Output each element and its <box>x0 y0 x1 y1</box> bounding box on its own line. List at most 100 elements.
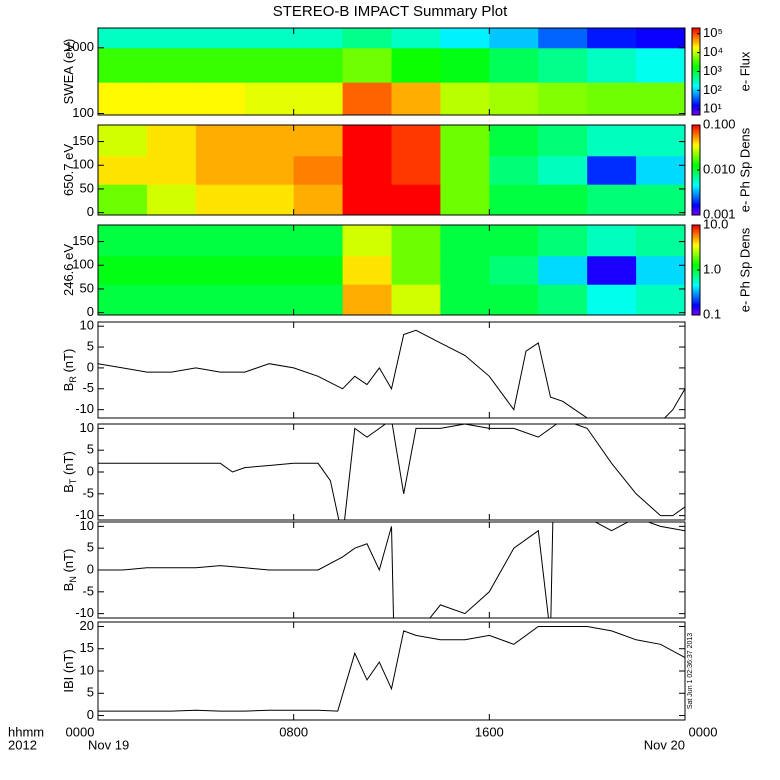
colorbar-segment <box>692 138 700 142</box>
colorbar-tick-label: 0.010 <box>703 161 736 176</box>
heatmap-cell <box>489 28 539 49</box>
colorbar-segment <box>692 185 700 189</box>
colorbar-segment <box>692 36 700 40</box>
heatmap-cell <box>293 155 344 185</box>
colorbar-tick-label: 1.0 <box>703 261 721 276</box>
heatmap-cell <box>489 184 539 216</box>
colorbar-segment <box>692 299 700 302</box>
timestamp: Sat Jun 1 02:36:37 2013 <box>687 633 694 709</box>
colorbar-segment <box>692 270 700 273</box>
panel-frame <box>97 124 686 216</box>
heatmap-cell <box>636 125 686 157</box>
heatmap-cell <box>244 28 295 49</box>
heatmap-cell <box>440 47 490 83</box>
y-tick-label: 150 <box>72 133 94 148</box>
colorbar-segment <box>692 80 700 83</box>
colorbar-segment <box>692 281 700 284</box>
colorbar-segment <box>692 279 700 282</box>
colorbar-segment <box>692 71 700 75</box>
colorbar-segment <box>692 41 700 44</box>
heatmap-cell <box>244 225 295 257</box>
data-line <box>98 522 685 618</box>
heatmap-cell <box>587 155 637 185</box>
colorbar-segment <box>692 183 700 187</box>
heatmap-cell <box>489 284 539 316</box>
heatmap-cell <box>489 255 539 285</box>
colorbar-segment <box>692 274 700 278</box>
panel-frame <box>97 621 686 721</box>
colorbar-segment <box>692 170 700 173</box>
colorbar-segment <box>692 73 700 77</box>
heatmap-cell <box>538 28 588 49</box>
plot-title: STEREO-B IMPACT Summary Plot <box>273 3 508 20</box>
colorbar-segment <box>692 292 700 296</box>
colorbar-segment <box>692 303 700 307</box>
colorbar-segment <box>692 158 700 162</box>
colorbar-segment <box>692 208 700 211</box>
y-tick-label: 50 <box>80 280 94 295</box>
colorbar-segment <box>692 129 700 133</box>
colorbar-segment <box>692 54 700 57</box>
y-axis-label: BR (nT) <box>61 349 78 392</box>
heatmap-cell <box>636 155 686 185</box>
heatmap-cell <box>244 155 295 185</box>
colorbar-segment <box>692 108 700 112</box>
data-line <box>98 424 685 520</box>
heatmap-cell <box>391 125 441 157</box>
colorbar-segment <box>692 294 700 298</box>
y-axis-label-main: 246.6 eV <box>61 244 76 296</box>
colorbar-segment <box>692 64 700 68</box>
y-tick-label: 100 <box>72 257 94 272</box>
x-tick-label: 1600 <box>475 724 504 739</box>
colorbar-segment <box>692 190 700 193</box>
heatmap-cell <box>391 28 441 49</box>
colorbar-segment <box>692 127 700 130</box>
colorbar-segment <box>692 297 700 300</box>
colorbar-segment <box>692 62 700 66</box>
colorbar-segment <box>692 254 700 257</box>
heatmap-cell <box>636 82 686 116</box>
heatmap-cell <box>636 255 686 285</box>
heatmap-cell <box>636 184 686 216</box>
y-axis-label-sub: T <box>68 478 78 484</box>
colorbar-segment <box>692 192 700 196</box>
y-axis-label-unit: (nT) <box>61 549 76 576</box>
colorbar-segment <box>692 245 700 248</box>
colorbar-segment <box>692 104 700 107</box>
colorbar-segment <box>692 179 700 182</box>
colorbar-segment <box>692 261 700 264</box>
colorbar-segment <box>692 38 700 42</box>
y-tick-label: 50 <box>80 180 94 195</box>
colorbar-segment <box>692 272 700 275</box>
colorbar-segment <box>692 194 700 198</box>
colorbar-segment <box>692 112 700 116</box>
heatmap-cell <box>538 155 588 185</box>
heatmap-cell <box>391 225 441 257</box>
colorbar-segment <box>692 161 700 164</box>
heatmap-cell <box>538 225 588 257</box>
heatmap-cell <box>98 28 148 49</box>
colorbar-segment <box>692 229 700 233</box>
y-tick-label: 1000 <box>65 39 94 54</box>
heatmap-cell <box>293 125 344 157</box>
colorbar-segment <box>692 140 700 144</box>
y-axis-label: IBI (nT) <box>61 649 76 692</box>
colorbar-segment <box>692 78 700 81</box>
heatmap-cell <box>146 225 197 257</box>
heatmap-cell <box>391 82 441 116</box>
y-axis-label: SWEA (eV) <box>61 39 76 105</box>
heatmap-cell <box>587 255 637 285</box>
heatmap-cell <box>587 28 637 49</box>
colorbar-segment <box>692 247 700 251</box>
colorbar-segment <box>692 283 700 287</box>
colorbar-segment <box>692 131 700 135</box>
y-tick-label: 5 <box>87 685 94 700</box>
colorbar-segment <box>692 101 700 105</box>
heatmap-cell <box>636 28 686 49</box>
colorbar-segment <box>692 290 700 293</box>
y-axis-label-unit: (nT) <box>61 451 76 478</box>
y-tick-label: 100 <box>72 157 94 172</box>
x-date-label: Nov 19 <box>88 737 129 752</box>
colorbar-segment <box>692 143 700 146</box>
colorbar-segment <box>692 91 700 94</box>
